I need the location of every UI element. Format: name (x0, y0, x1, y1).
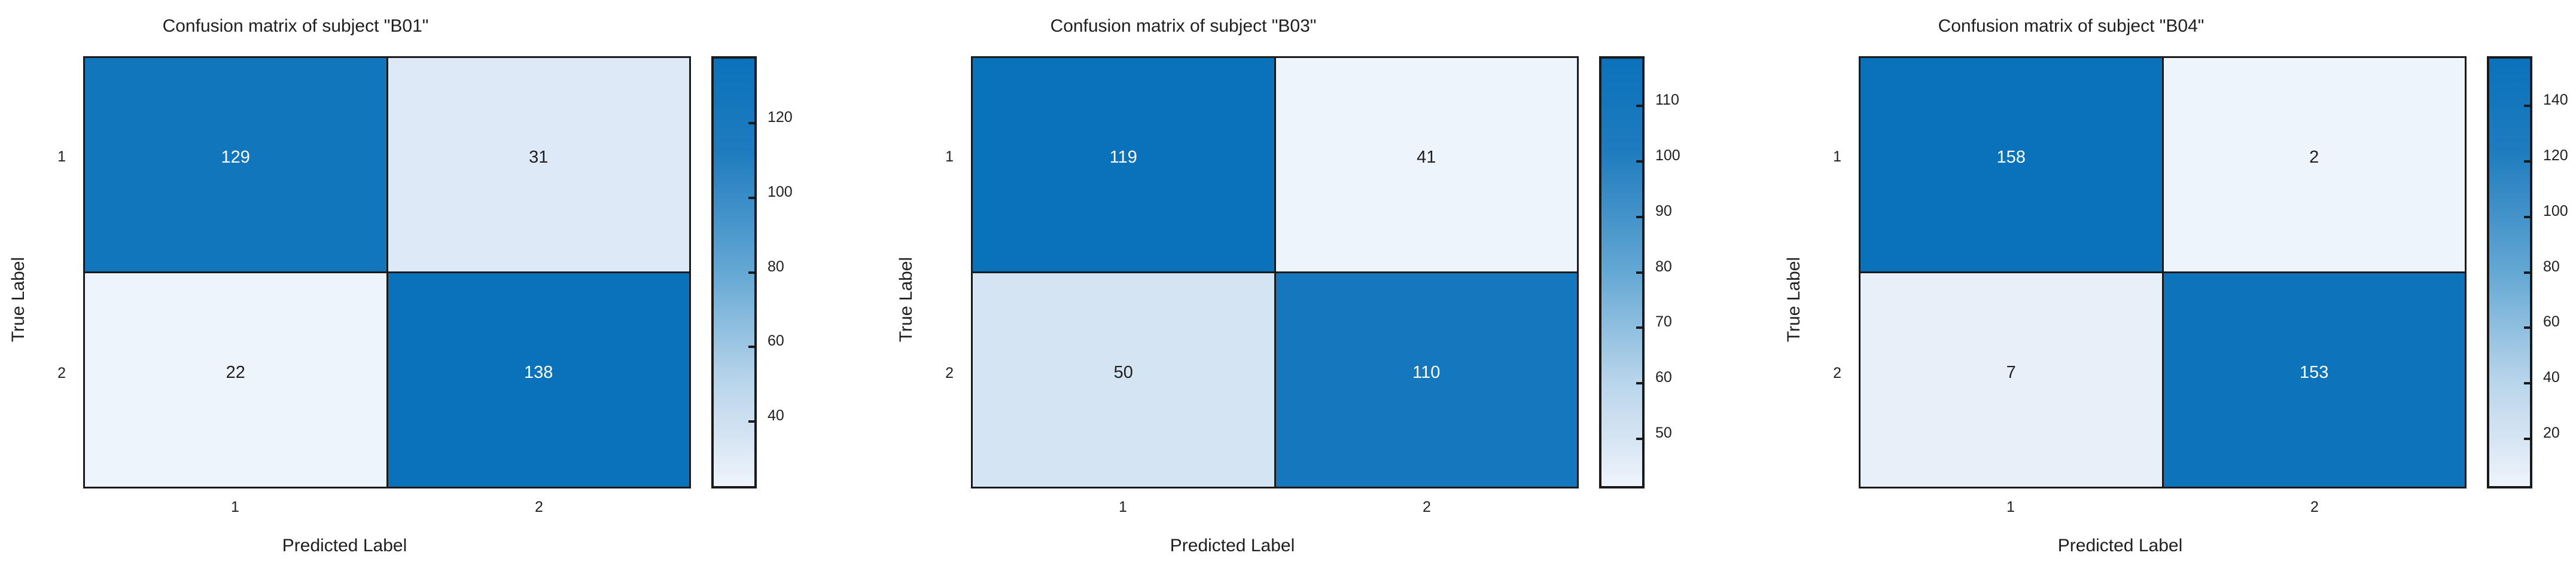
heatmap-grid: 129 31 22 138 (83, 56, 691, 488)
cell-value: 31 (529, 148, 549, 167)
heatmap-cell: 2 (2163, 58, 2465, 271)
cell-value: 7 (2006, 363, 2016, 382)
y-tick-label: 2 (1833, 364, 1841, 381)
colorbar-tick (1636, 160, 1642, 163)
colorbar-tick (748, 271, 754, 274)
colorbar-tick (2524, 215, 2530, 218)
colorbar-tick (2524, 160, 2530, 163)
colorbar-tick-label: 100 (1655, 147, 1680, 164)
x-tick-label: 1 (231, 499, 239, 515)
colorbar-tick (1636, 215, 1642, 218)
cell-value: 2 (2309, 148, 2319, 167)
colorbar-tick (1636, 271, 1642, 274)
colorbar-tick-label: 70 (1655, 313, 1672, 331)
colorbar-tick-label: 100 (768, 183, 793, 200)
cell-value: 110 (1412, 363, 1441, 382)
colorbar-tick (748, 196, 754, 199)
y-axis-label: True Label (896, 256, 916, 343)
confusion-matrix-panel: Confusion matrix of subject "B04" 158 2 7 15… (1776, 0, 2576, 568)
heatmap-cell: 31 (388, 58, 689, 271)
colorbar-tick-label: 80 (2543, 258, 2560, 275)
colorbar-tick (2524, 271, 2530, 274)
colorbar-tick-label: 120 (2543, 147, 2568, 164)
heatmap-cell: 153 (2163, 273, 2465, 487)
x-tick-label: 1 (1119, 499, 1127, 515)
cell-value: 158 (1996, 148, 2026, 167)
y-axis-label: True Label (1784, 256, 1804, 343)
x-axis-label: Predicted Label (2057, 536, 2183, 555)
colorbar-tick-label: 140 (2543, 91, 2568, 109)
heatmap-cell: 119 (973, 58, 1274, 271)
y-tick-label: 2 (945, 364, 954, 381)
colorbar-tick-label: 50 (1655, 424, 1672, 441)
x-tick-label: 1 (2006, 499, 2015, 515)
heatmap-cell: 138 (388, 273, 689, 487)
heatmap-cell: 22 (85, 273, 386, 487)
cell-value: 138 (524, 363, 553, 382)
colorbar-tick (1636, 437, 1642, 440)
colorbar-tick-label: 60 (2543, 313, 2560, 331)
cell-value: 153 (2300, 363, 2329, 382)
y-tick-label: 2 (57, 364, 66, 381)
colorbar-tick-label: 120 (768, 109, 793, 126)
colorbar-tick (1636, 326, 1642, 329)
colorbar-tick-label: 20 (2543, 424, 2560, 441)
x-tick-label: 2 (1423, 499, 1431, 515)
x-axis-label: Predicted Label (1170, 536, 1295, 555)
colorbar-tick (748, 346, 754, 349)
colorbar-tick (748, 122, 754, 125)
cell-value: 22 (226, 363, 245, 382)
cell-value: 119 (1109, 148, 1137, 167)
colorbar-tick (1636, 381, 1642, 384)
colorbar-tick-label: 100 (2543, 202, 2568, 219)
colorbar-tick (1636, 105, 1642, 108)
colorbar-tick-label: 40 (2543, 368, 2560, 386)
confusion-matrix-panel: Confusion matrix of subject "B03" 119 41 50… (888, 0, 1776, 568)
colorbar-tick-label: 60 (1655, 368, 1672, 386)
heatmap-grid: 158 2 7 153 (1859, 56, 2467, 488)
confusion-matrix-panel: Confusion matrix of subject "B01" 129 31 22… (0, 0, 888, 568)
colorbar-tick (2524, 105, 2530, 108)
heatmap-cell: 7 (1861, 273, 2162, 487)
y-tick-label: 1 (945, 148, 954, 166)
heatmap-cell: 110 (1275, 273, 1577, 487)
colorbar-tick (2524, 437, 2530, 440)
colorbar-tick-label: 80 (768, 258, 784, 275)
heatmap-cell: 41 (1275, 58, 1577, 271)
heatmap-cell: 50 (973, 273, 1274, 487)
colorbar-tick-label: 40 (768, 407, 784, 424)
colorbar-tick-label: 60 (768, 332, 784, 350)
x-tick-label: 2 (2310, 499, 2319, 515)
heatmap-cell: 129 (85, 58, 386, 271)
x-tick-label: 2 (535, 499, 543, 515)
colorbar-tick-label: 90 (1655, 202, 1672, 219)
colorbar-tick (2524, 381, 2530, 384)
cell-value: 41 (1417, 148, 1436, 167)
colorbar-tick (2524, 326, 2530, 329)
panel-title: Confusion matrix of subject "B03" (1050, 16, 1317, 36)
panel-title: Confusion matrix of subject "B01" (162, 16, 429, 36)
heatmap-grid: 119 41 50 110 (971, 56, 1579, 488)
colorbar-tick (748, 420, 754, 423)
panel-title: Confusion matrix of subject "B04" (1938, 16, 2204, 36)
cell-value: 129 (221, 148, 250, 167)
cell-value: 50 (1113, 363, 1133, 382)
x-axis-label: Predicted Label (282, 536, 407, 555)
colorbar-tick-label: 110 (1655, 91, 1679, 109)
colorbar-tick-label: 80 (1655, 258, 1672, 275)
heatmap-cell: 158 (1861, 58, 2162, 271)
y-tick-label: 1 (1833, 148, 1841, 166)
y-tick-label: 1 (57, 148, 66, 166)
y-axis-label: True Label (8, 256, 28, 343)
